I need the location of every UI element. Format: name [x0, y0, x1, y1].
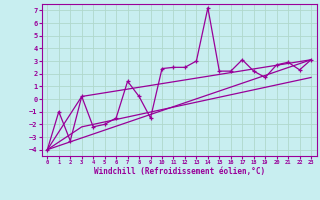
- X-axis label: Windchill (Refroidissement éolien,°C): Windchill (Refroidissement éolien,°C): [94, 167, 265, 176]
